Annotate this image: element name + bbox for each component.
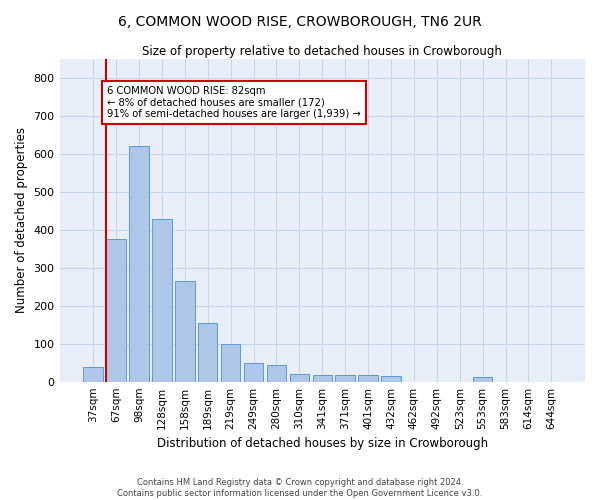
Bar (106, 240, 126, 382)
Text: 6 COMMON WOOD RISE: 82sqm
← 8% of detached houses are smaller (172)
91% of semi-: 6 COMMON WOOD RISE: 82sqm ← 8% of detach… (107, 86, 361, 119)
Bar (175, 281, 194, 382)
Bar (313, 375, 332, 382)
Bar (129, 146, 149, 382)
Bar (198, 323, 217, 382)
Bar (244, 362, 263, 382)
Bar (335, 375, 355, 382)
Text: 6, COMMON WOOD RISE, CROWBOROUGH, TN6 2UR: 6, COMMON WOOD RISE, CROWBOROUGH, TN6 2U… (118, 15, 482, 29)
Bar (83, 366, 103, 382)
Text: Contains HM Land Registry data © Crown copyright and database right 2024.
Contai: Contains HM Land Registry data © Crown c… (118, 478, 482, 498)
Bar (221, 344, 241, 382)
Bar (473, 377, 493, 382)
Title: Size of property relative to detached houses in Crowborough: Size of property relative to detached ho… (142, 45, 502, 58)
Bar (381, 376, 401, 382)
Y-axis label: Number of detached properties: Number of detached properties (15, 128, 28, 314)
X-axis label: Distribution of detached houses by size in Crowborough: Distribution of detached houses by size … (157, 437, 488, 450)
Bar (267, 364, 286, 382)
Bar (358, 375, 378, 382)
Bar (152, 218, 172, 382)
Bar (290, 374, 309, 382)
